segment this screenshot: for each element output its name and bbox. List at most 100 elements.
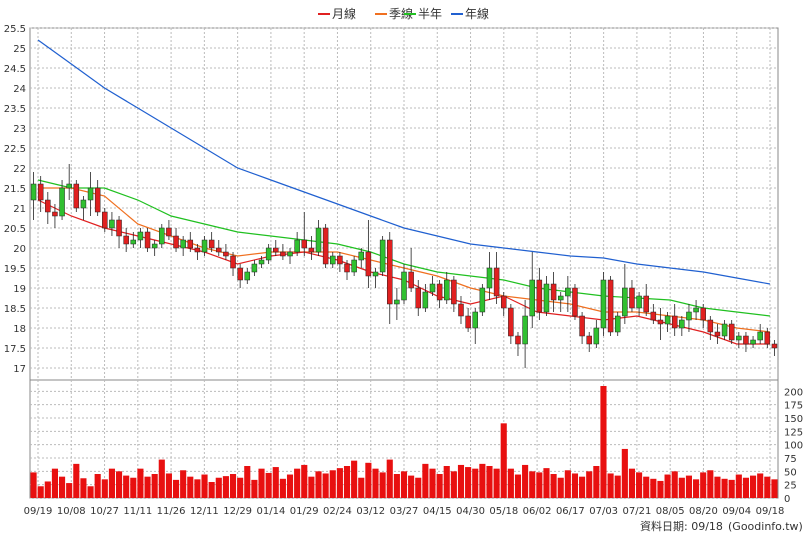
volume-axis: 0 25 50 75 100 125 150 175 200 <box>784 387 803 505</box>
volume-bars <box>30 386 778 498</box>
volume-bar <box>244 466 251 498</box>
candle-body <box>522 315 528 345</box>
candle-body <box>771 343 778 349</box>
x-tick-label: 07/03 <box>589 506 618 517</box>
x-tick-label: 04/30 <box>456 506 485 517</box>
candle-body <box>208 239 215 249</box>
candle-body <box>401 271 407 301</box>
candle-body <box>273 247 279 253</box>
volume-bar <box>386 459 393 498</box>
volume-bar <box>101 479 108 498</box>
candle-body <box>315 227 322 253</box>
volume-bar <box>650 478 657 498</box>
candle-body <box>94 187 101 213</box>
volume-bar <box>400 471 408 498</box>
volume-bar <box>94 474 101 498</box>
volume-bar <box>343 466 351 498</box>
volume-bar <box>194 479 201 498</box>
x-tick-label: 08/05 <box>656 506 685 517</box>
candle-body <box>543 283 550 313</box>
candle-body <box>479 287 486 313</box>
price-tick-label: 19.5 <box>4 264 26 275</box>
volume-bar <box>700 472 707 498</box>
volume-bar <box>151 474 158 498</box>
price-tick-label: 17 <box>13 364 26 375</box>
volume-bar <box>550 474 557 498</box>
x-tick-label: 12/11 <box>190 506 219 517</box>
candle-body <box>201 239 208 253</box>
candle-body <box>322 227 329 265</box>
candle-body <box>465 315 471 329</box>
candle-body <box>59 187 65 217</box>
volume-bar <box>351 460 358 498</box>
candle-body <box>700 307 706 321</box>
price-tick-label: 22.5 <box>4 144 26 155</box>
volume-bar <box>115 471 123 498</box>
volume-bar <box>379 472 386 498</box>
candle-body <box>736 335 742 341</box>
volume-bar <box>557 477 564 498</box>
candle-body <box>137 231 144 241</box>
candlesticks <box>30 164 778 368</box>
volume-bar <box>486 466 493 498</box>
volume-bar <box>564 470 571 498</box>
volume-tick-label: 50 <box>784 467 797 478</box>
candle-body <box>714 331 721 337</box>
volume-bar <box>450 471 457 498</box>
candle-body <box>251 263 258 273</box>
volume-bar <box>600 386 607 498</box>
x-tick-label: 02/24 <box>323 506 352 517</box>
candle-body <box>557 295 564 301</box>
volume-bar <box>301 464 308 498</box>
volume-bar <box>158 459 165 498</box>
legend: 月線 季線 半年 年線 <box>318 6 489 21</box>
candle-body <box>408 271 414 289</box>
volume-bar <box>294 468 301 498</box>
volume-bar <box>721 478 728 498</box>
candle-body <box>529 279 535 317</box>
volume-bar <box>500 423 507 498</box>
candle-body <box>372 271 379 277</box>
x-tick-label: 10/27 <box>90 506 119 517</box>
volume-bar <box>286 474 294 498</box>
volume-tick-label: 100 <box>784 441 803 452</box>
volume-bar <box>87 486 94 498</box>
x-tick-label: 03/27 <box>390 506 419 517</box>
volume-bar <box>208 482 215 498</box>
candle-body <box>579 315 585 337</box>
candle-body <box>301 239 308 249</box>
volume-bar <box>457 464 465 498</box>
volume-bar <box>422 463 429 498</box>
candle-body <box>358 251 365 261</box>
volume-bar <box>514 474 522 498</box>
candle-body <box>109 219 115 229</box>
candle-body <box>750 339 756 345</box>
candle-body <box>486 267 493 289</box>
volume-bar <box>215 477 222 498</box>
legend-label-0: 月線 <box>332 6 356 21</box>
candle-body <box>180 239 186 249</box>
candle-body <box>614 315 621 333</box>
x-tick-label: 09/19 <box>24 506 53 517</box>
candle-body <box>515 335 521 345</box>
candle-body <box>600 279 607 329</box>
candle-body <box>650 311 657 321</box>
candle-body <box>187 239 194 249</box>
candle-body <box>87 187 94 201</box>
price-tick-label: 23 <box>13 124 26 135</box>
candle-body <box>679 319 685 329</box>
volume-bar <box>237 477 244 498</box>
footer-source: (Goodinfo.tw) <box>728 520 803 533</box>
price-tick-label: 20.5 <box>4 224 26 235</box>
candle-body <box>102 211 108 229</box>
price-tick-label: 22 <box>13 164 26 175</box>
volume-bar <box>750 475 757 498</box>
candle-body <box>308 247 315 253</box>
volume-tick-label: 175 <box>784 401 803 412</box>
volume-bar <box>180 470 187 498</box>
candle-body <box>287 251 293 257</box>
volume-bar <box>415 477 422 498</box>
volume-bar <box>44 481 51 498</box>
candle-body <box>66 183 72 189</box>
volume-bar <box>571 473 579 498</box>
